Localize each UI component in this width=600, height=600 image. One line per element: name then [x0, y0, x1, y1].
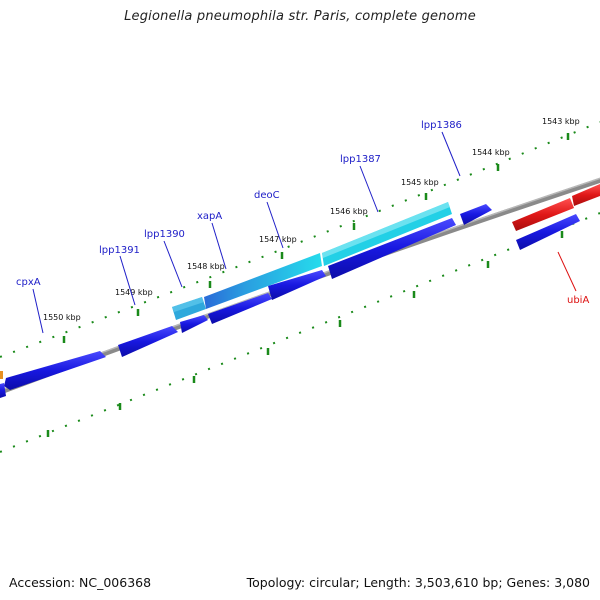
genome-title: Legionella pneumophila str. Paris, compl…	[124, 9, 476, 24]
gene-label-lpp1387: lpp1387	[340, 154, 381, 165]
ruler-label-1548: 1548 kbp	[187, 262, 225, 271]
gene-leader-lines	[32, 131, 577, 334]
gene-fwd-block-1[interactable]	[208, 293, 272, 324]
ruler-label-1544: 1544 kbp	[472, 148, 510, 157]
gene-lpp1390[interactable]	[172, 297, 206, 320]
ruler-label-1543: 1543 kbp	[542, 117, 580, 126]
gene-edge-orange[interactable]	[0, 371, 3, 379]
inner-ruler	[0, 212, 600, 453]
gene-label-lpp1386: lpp1386	[421, 120, 462, 131]
genome-summary-text: Topology: circular; Length: 3,503,610 bp…	[246, 575, 590, 590]
gene-label-xapA: xapA	[197, 211, 222, 222]
gene-label-cpxA: cpxA	[16, 277, 41, 288]
gene-lpp1386[interactable]	[460, 204, 492, 225]
gene-lpp1391[interactable]	[118, 326, 178, 357]
gene-label-deoC: deoC	[254, 190, 280, 201]
gene-fwd-edge[interactable]	[0, 383, 6, 398]
accession-text: Accession: NC_006368	[9, 575, 152, 590]
ruler-label-1545: 1545 kbp	[401, 178, 439, 187]
gene-deoC[interactable]	[180, 315, 208, 333]
gene-label-ubiA: ubiA	[567, 295, 589, 306]
ruler-label-1547: 1547 kbp	[259, 235, 297, 244]
gene-labels: cpxA lpp1391 lpp1390 xapA deoC lpp1387 l…	[16, 120, 589, 306]
gene-xapA[interactable]	[204, 253, 322, 309]
inner-ruler-major-ticks	[46, 231, 564, 437]
ruler-labels: 1543 kbp 1544 kbp 1545 kbp 1546 kbp 1547…	[43, 117, 580, 322]
ruler-label-1546: 1546 kbp	[330, 207, 368, 216]
gene-blue-right[interactable]	[516, 214, 580, 250]
outer-ruler-major-ticks	[62, 133, 570, 343]
forward-strand-genes[interactable]	[0, 202, 492, 398]
gene-label-lpp1391: lpp1391	[99, 245, 140, 256]
gene-red-2[interactable]	[572, 184, 600, 206]
ruler-label-1550: 1550 kbp	[43, 313, 81, 322]
gene-cpxA[interactable]	[4, 351, 106, 390]
gene-fwd-block-3[interactable]	[328, 218, 456, 279]
outer-ruler	[0, 121, 600, 358]
gene-fwd-block-2[interactable]	[268, 270, 326, 300]
ruler-label-1549: 1549 kbp	[115, 288, 153, 297]
gene-label-lpp1390: lpp1390	[144, 229, 185, 240]
gene-lpp1387[interactable]	[322, 202, 452, 266]
right-strand-genes[interactable]	[512, 184, 600, 250]
gene-ubiA[interactable]	[512, 198, 574, 231]
